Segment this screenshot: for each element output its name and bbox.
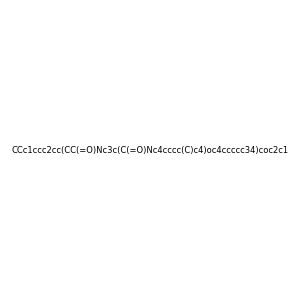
Text: CCc1ccc2cc(CC(=O)Nc3c(C(=O)Nc4cccc(C)c4)oc4ccccc34)coc2c1: CCc1ccc2cc(CC(=O)Nc3c(C(=O)Nc4cccc(C)c4)… xyxy=(11,146,289,154)
